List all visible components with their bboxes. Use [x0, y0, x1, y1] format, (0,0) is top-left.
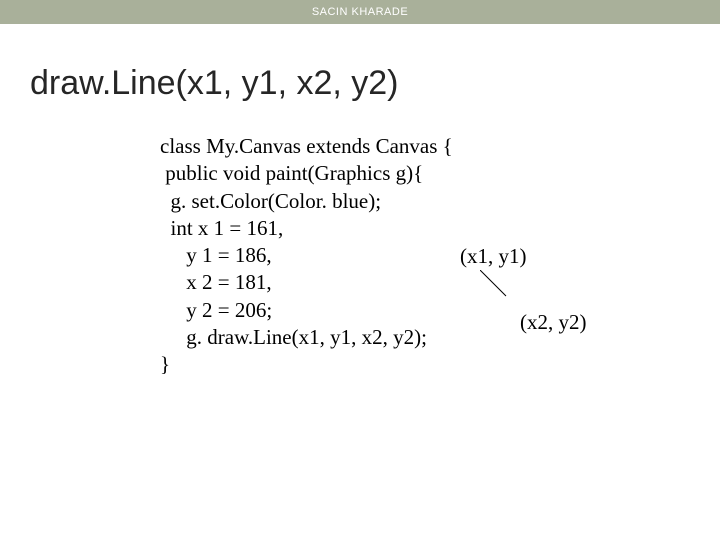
header-bar: SACIN KHARADE	[0, 0, 720, 24]
code-line-2: public void paint(Graphics g){	[160, 160, 720, 187]
point2-label: (x2, y2)	[520, 310, 587, 335]
code-line-9: g. draw.Line(x1, y1, x2, y2);	[160, 324, 720, 351]
code-line-5: y 1 = 186,	[160, 242, 720, 269]
code-block: class My.Canvas extends Canvas { public …	[160, 133, 720, 379]
code-line-3: g. set.Color(Color. blue);	[160, 188, 720, 215]
code-line-10: }	[160, 351, 720, 378]
point1-label: (x1, y1)	[460, 244, 527, 269]
code-line-6: x 2 = 181,	[160, 269, 720, 296]
slide-title: draw.Line(x1, y1, x2, y2)	[30, 64, 720, 103]
code-line-4: int x 1 = 161,	[160, 215, 720, 242]
header-author: SACIN KHARADE	[312, 6, 408, 18]
diagram-line	[480, 270, 506, 296]
line-diagram	[480, 270, 520, 310]
code-line-1: class My.Canvas extends Canvas {	[160, 133, 720, 160]
code-line-7: y 2 = 206;	[160, 297, 720, 324]
